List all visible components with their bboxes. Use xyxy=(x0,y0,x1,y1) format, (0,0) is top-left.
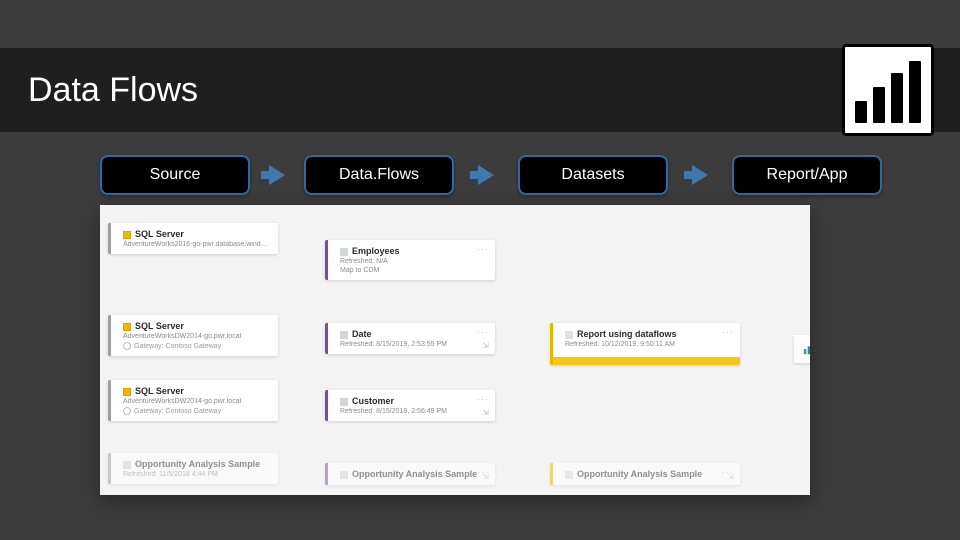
source-sub: AdventureWorks2016-go-pwr.database.windo… xyxy=(123,241,270,248)
dataset-sub: Refreshed: 10/12/2019, 9:50:11 AM xyxy=(565,341,732,348)
source-title: SQL Server xyxy=(135,321,184,331)
dataflow-extra: Map to CDM xyxy=(340,267,487,274)
dataflow-card[interactable]: ··· ⇲ Date Refreshed: 8/15/2019, 2:53:55… xyxy=(325,323,495,354)
stage-label: Datasets xyxy=(561,166,624,184)
slide-title: Data Flows xyxy=(28,71,198,110)
sql-server-icon xyxy=(123,388,131,396)
source-gateway: Gateway: Contoso Gateway xyxy=(123,407,270,415)
dataset-icon xyxy=(123,461,131,469)
stage-label: Data.Flows xyxy=(339,166,419,184)
stage-report-app: Report/App xyxy=(732,155,882,195)
header-bar: Data Flows xyxy=(0,48,960,132)
source-title: SQL Server xyxy=(135,229,184,239)
arrow-icon xyxy=(478,165,494,185)
stage-label: Report/App xyxy=(767,166,848,184)
entity-icon xyxy=(340,471,348,479)
report-icon xyxy=(565,331,573,339)
source-card[interactable]: SQL Server AdventureWorksDW2014-go.pwr.l… xyxy=(108,380,278,421)
bar-chart-icon xyxy=(802,342,810,356)
link-icon[interactable]: ⇲ xyxy=(482,341,489,350)
stage-dataflows: Data.Flows xyxy=(304,155,454,195)
dataflow-sub: Refreshed: N/A xyxy=(340,258,487,265)
arrow-icon xyxy=(692,165,708,185)
lineage-panel: SQL Server AdventureWorks2016-go-pwr.dat… xyxy=(100,205,810,495)
source-card[interactable]: Opportunity Analysis Sample Refreshed: 1… xyxy=(108,453,278,484)
link-icon[interactable]: ⇲ xyxy=(482,408,489,417)
more-icon[interactable]: ··· xyxy=(722,327,734,337)
stage-datasets: Datasets xyxy=(518,155,668,195)
arrow-icon xyxy=(269,165,285,185)
power-bi-logo-tile xyxy=(842,44,934,136)
source-title: Opportunity Analysis Sample xyxy=(135,459,260,469)
report-icon xyxy=(565,471,573,479)
source-sub: AdventureWorksDW2014-go.pwr.local xyxy=(123,333,270,340)
stage-source: Source xyxy=(100,155,250,195)
source-sub: Refreshed: 11/5/2018 4:44 PM xyxy=(123,471,270,478)
sql-server-icon xyxy=(123,323,131,331)
entity-icon xyxy=(340,398,348,406)
dataset-card[interactable]: ··· ⇲ Opportunity Analysis Sample xyxy=(550,463,740,485)
dataflow-card[interactable]: ··· Employees Refreshed: N/A Map to CDM xyxy=(325,240,495,280)
dataset-card[interactable]: ··· Report using dataflows Refreshed: 10… xyxy=(550,323,740,365)
dataflow-title: Employees xyxy=(352,246,400,256)
link-icon[interactable]: ⇲ xyxy=(482,472,489,481)
source-gateway: Gateway: Contoso Gateway xyxy=(123,342,270,350)
more-icon[interactable]: ··· xyxy=(477,327,489,337)
stage-label: Source xyxy=(150,166,201,184)
pipeline-row: Source Data.Flows Datasets Report/App xyxy=(100,155,940,195)
dataflow-sub: Refreshed: 8/15/2019, 2:53:55 PM xyxy=(340,341,487,348)
more-icon[interactable]: ··· xyxy=(477,394,489,404)
dataflow-sub: Refreshed: 8/15/2019, 2:56:49 PM xyxy=(340,408,487,415)
dataflow-title: Customer xyxy=(352,396,394,406)
power-bi-bars-icon xyxy=(855,61,921,123)
dataflow-card[interactable]: ··· ⇲ Opportunity Analysis Sample xyxy=(325,463,495,485)
entity-icon xyxy=(340,248,348,256)
entity-icon xyxy=(340,331,348,339)
highlight-strip xyxy=(553,357,740,365)
sql-server-icon xyxy=(123,231,131,239)
link-icon[interactable]: ⇲ xyxy=(727,472,734,481)
dataset-title: Opportunity Analysis Sample xyxy=(577,469,702,479)
edge-report-card[interactable] xyxy=(794,335,810,363)
dataflow-title: Date xyxy=(352,329,372,339)
source-card[interactable]: SQL Server AdventureWorksDW2014-go.pwr.l… xyxy=(108,315,278,356)
dataset-title: Report using dataflows xyxy=(577,329,677,339)
dataflow-card[interactable]: ··· ⇲ Customer Refreshed: 8/15/2019, 2:5… xyxy=(325,390,495,421)
dataflow-title: Opportunity Analysis Sample xyxy=(352,469,477,479)
more-icon[interactable]: ··· xyxy=(477,244,489,254)
source-title: SQL Server xyxy=(135,386,184,396)
source-card[interactable]: SQL Server AdventureWorks2016-go-pwr.dat… xyxy=(108,223,278,254)
source-sub: AdventureWorksDW2014-go.pwr.local xyxy=(123,398,270,405)
